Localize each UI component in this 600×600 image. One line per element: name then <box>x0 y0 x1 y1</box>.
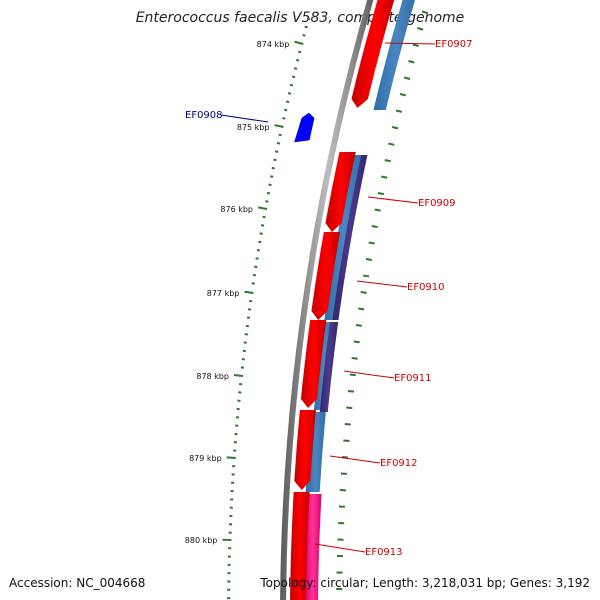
minor-tick <box>262 215 266 219</box>
gene-leader-line <box>329 455 381 464</box>
gene-label-ef0911[interactable]: EF0911 <box>394 373 432 384</box>
outer-tick <box>349 373 356 377</box>
cds-arrow-ef0908 <box>294 112 315 143</box>
outer-tick <box>391 126 399 130</box>
outer-tick <box>363 274 370 278</box>
gene-leader-line <box>356 280 408 288</box>
ruler-tick-label: 879 kbp <box>189 454 222 463</box>
minor-tick <box>282 117 286 120</box>
outer-tick <box>395 109 403 113</box>
minor-tick <box>304 25 308 29</box>
ruler-tick-label: 874 kbp <box>257 40 290 49</box>
outer-tick <box>371 225 378 229</box>
major-tick <box>233 374 244 377</box>
gene-leader-line <box>384 42 436 45</box>
outer-tick <box>358 307 365 311</box>
outer-tick <box>360 291 367 294</box>
minor-tick <box>269 175 274 178</box>
outer-tick <box>417 27 424 31</box>
outer-tick <box>374 208 381 212</box>
gene-label-ef0913[interactable]: EF0913 <box>365 547 403 558</box>
outer-tick <box>381 175 388 179</box>
minor-tick <box>295 58 300 62</box>
outer-tick <box>346 406 353 410</box>
outer-tick <box>355 324 363 327</box>
blast-band-3 <box>332 155 368 320</box>
ruler-tick-label: 878 kbp <box>196 372 229 381</box>
gene-labels: EF0907 EF0908 EF0909 EF0910 EF0911 EF0912 EF09… <box>185 39 473 558</box>
outer-tick <box>399 93 407 97</box>
ruler-track: 874 kbp 875 kbp 876 kbp 877 kbp 878 kbp 879 k… <box>185 10 429 600</box>
outer-tick <box>347 390 355 393</box>
minor-tick <box>259 232 263 235</box>
ruler-tick-label: 880 kbp <box>185 536 218 545</box>
cds-track <box>290 0 395 600</box>
blast-band-1 <box>373 0 416 110</box>
cds-arrow-ef0912 <box>294 410 316 490</box>
outer-tick <box>421 10 429 15</box>
major-tick <box>257 206 268 210</box>
ruler-tick-label: 877 kbp <box>207 289 240 298</box>
ruler-tick-label: 875 kbp <box>237 123 270 132</box>
outer-tick <box>377 192 385 196</box>
minor-tick <box>302 33 306 37</box>
gene-label-ef0908[interactable]: EF0908 <box>185 110 223 121</box>
major-tick <box>294 40 304 45</box>
outer-tick <box>365 258 372 261</box>
cds-arrow-ef0911 <box>300 320 327 408</box>
gene-leader-line <box>343 370 395 379</box>
minor-tick <box>271 166 275 170</box>
gene-leader-line <box>314 543 366 553</box>
minor-tick <box>260 224 265 227</box>
gene-label-ef0907[interactable]: EF0907 <box>435 39 473 50</box>
minor-tick <box>268 183 272 187</box>
outer-tick <box>353 340 360 344</box>
gene-label-ef0912[interactable]: EF0912 <box>380 458 418 469</box>
outer-tick <box>351 357 358 360</box>
outer-tick <box>388 142 395 146</box>
minor-tick <box>284 108 288 112</box>
minor-tick <box>298 50 302 54</box>
outer-tick <box>368 241 375 245</box>
cds-arrow-ef0913 <box>290 492 310 600</box>
minor-tick <box>265 200 269 203</box>
outer-tick <box>403 76 411 80</box>
minor-tick <box>291 75 296 79</box>
minor-tick <box>273 158 277 162</box>
outer-tick <box>408 60 415 64</box>
minor-tick <box>287 92 292 95</box>
minor-tick <box>276 142 281 145</box>
outer-tick <box>344 423 351 426</box>
major-tick <box>244 290 254 294</box>
major-tick <box>274 124 284 128</box>
gene-leader-line <box>367 196 419 204</box>
minor-tick <box>266 191 271 195</box>
gene-label-ef0909[interactable]: EF0909 <box>418 198 456 209</box>
minor-tick <box>274 150 279 153</box>
gene-label-ef0910[interactable]: EF0910 <box>407 282 445 293</box>
blast-band-7 <box>304 494 322 600</box>
minor-tick <box>289 83 294 87</box>
minor-tick <box>278 133 282 137</box>
topology-text: Topology: circular; Length: 3,218,031 bp… <box>260 576 590 590</box>
cds-arrow-ef0909 <box>325 152 356 232</box>
outer-tick <box>412 43 419 48</box>
outer-tick <box>384 159 391 163</box>
map-title: Enterococcus faecalis V583, complete gen… <box>136 10 465 26</box>
cds-arrow-ef0910 <box>311 232 341 320</box>
major-tick <box>226 456 236 459</box>
minor-tick <box>285 100 290 104</box>
minor-tick <box>306 17 311 21</box>
gene-leader-line <box>220 114 269 123</box>
cds-arrow-ef0907 <box>351 0 395 108</box>
accession-text: Accession: NC_004668 <box>9 576 146 590</box>
minor-tick <box>293 67 298 70</box>
blast-band-5 <box>319 322 339 412</box>
ruler-tick-label: 876 kbp <box>220 205 253 214</box>
